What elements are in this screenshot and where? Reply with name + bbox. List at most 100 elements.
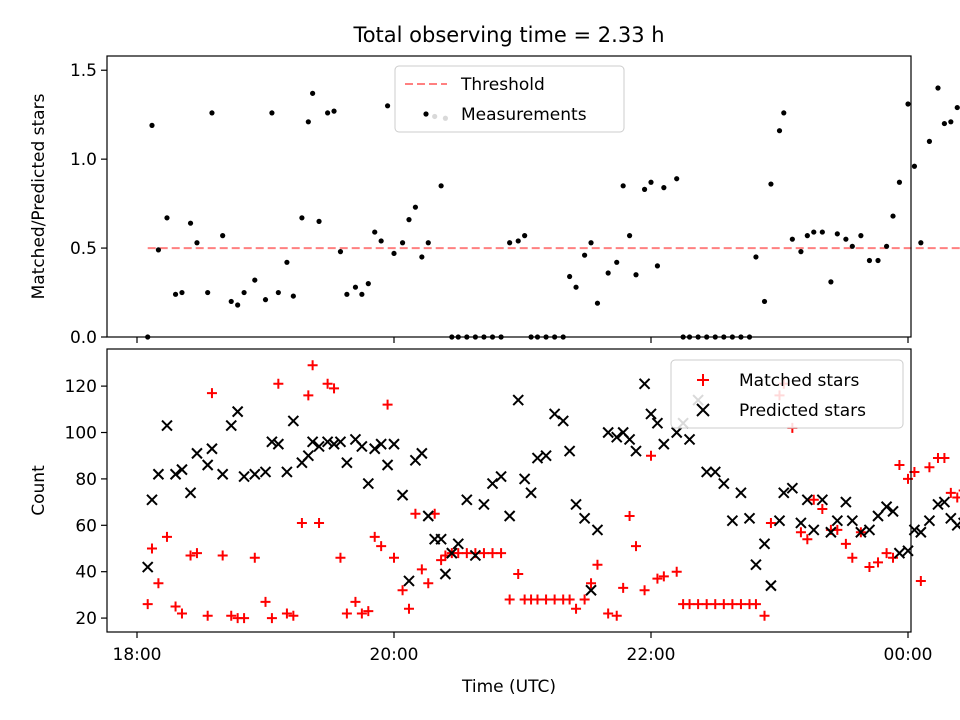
matched-star-point [586, 578, 597, 589]
matched-star-point [453, 548, 464, 559]
matched-star-point [624, 511, 635, 522]
matched-star-point [952, 492, 960, 503]
measurement-point [866, 257, 873, 264]
y-tick-label: 100 [65, 424, 97, 444]
legend-matched-swatch [697, 374, 709, 386]
matched-star-point [487, 548, 498, 559]
predicted-star-point [855, 526, 867, 538]
measurement-point [620, 183, 626, 189]
measurement-point [149, 122, 155, 128]
predicted-star-point [758, 538, 771, 550]
matched-star-point [403, 603, 414, 614]
matched-star-point [341, 608, 352, 619]
predicted-star-point [302, 449, 315, 462]
legend-measurement-swatch [423, 111, 429, 117]
predicted-star-point [623, 433, 636, 446]
y-tick-label: 0.5 [70, 239, 97, 259]
matched-star-point [718, 599, 729, 610]
measurement-point [875, 257, 881, 264]
matched-star-point [571, 603, 582, 614]
legend-box [670, 359, 904, 429]
measurement-point [220, 233, 226, 239]
matched-star-point [226, 610, 237, 621]
matched-star-point [322, 378, 333, 389]
y-tick-label: 120 [65, 377, 97, 397]
matched-star-point [376, 541, 387, 552]
predicted-star-point [201, 459, 214, 471]
predicted-star-point [750, 559, 762, 571]
y-tick-label: 60 [75, 516, 97, 536]
predicted-star-point [718, 477, 730, 490]
matched-star-point [185, 550, 196, 561]
matched-star-point [170, 601, 181, 612]
measurement-point [918, 240, 924, 246]
predicted-star-point [231, 405, 244, 418]
matched-star-point [363, 606, 374, 617]
matched-star-point [840, 538, 851, 549]
matched-star-point [142, 599, 153, 610]
predicted-star-point [795, 517, 807, 529]
measurement-point [438, 183, 444, 189]
x-tick-label: 20:00 [370, 645, 419, 665]
predicted-star-point [388, 438, 400, 450]
measurement-point [284, 259, 290, 265]
matched-star-point [369, 531, 380, 542]
predicted-star-point [422, 510, 434, 522]
predicted-star-point [525, 487, 537, 499]
predicted-star-point [416, 447, 428, 460]
measurement-point [228, 298, 234, 305]
measurement-point [654, 263, 661, 269]
measurement-point [804, 233, 810, 239]
measurement-point [811, 229, 817, 235]
measurement-point [605, 270, 611, 276]
predicted-star-point [216, 468, 229, 480]
matched-star-point [924, 462, 935, 473]
predicted-star-point [765, 579, 777, 592]
matched-star-point [478, 548, 489, 559]
measurement-point [753, 254, 759, 260]
matched-star-point [759, 610, 770, 621]
measurement-point [344, 291, 350, 297]
measurement-point [883, 243, 890, 249]
matched-star-point [945, 487, 956, 498]
predicted-star-point [932, 498, 944, 511]
predicted-star-point [478, 498, 490, 511]
measurement-point [310, 90, 316, 96]
predicted-star-point [700, 466, 713, 478]
predicted-star-point [272, 438, 285, 450]
measurement-point [425, 240, 431, 246]
matched-star-point [416, 564, 427, 575]
measurement-point [378, 238, 384, 244]
measurement-point [325, 110, 331, 116]
measurement-point [828, 279, 834, 285]
matched-star-point [750, 599, 761, 610]
matched-star-point [873, 557, 884, 568]
predicted-star-point [381, 459, 394, 471]
measurement-point [365, 281, 371, 287]
measurement-point [582, 252, 588, 258]
matched-star-point [513, 569, 524, 580]
measurement-point [179, 289, 185, 296]
measurement-point [768, 181, 774, 187]
predicted-star-point [313, 440, 325, 453]
measurement-point [858, 233, 864, 239]
matched-star-point [611, 610, 622, 621]
predicted-star-point [893, 547, 906, 559]
matched-star-point [564, 594, 575, 605]
predicted-star-point [356, 440, 368, 453]
matched-star-point [504, 594, 515, 605]
matched-star-point [881, 548, 892, 559]
measurement-point [761, 298, 768, 305]
matched-star-point [795, 527, 806, 538]
predicted-star-point [396, 489, 409, 501]
y-tick-label: 80 [75, 470, 97, 490]
matched-star-point [888, 552, 899, 563]
matched-star-point [397, 585, 408, 596]
measurement-point [305, 119, 311, 125]
matched-star-point [335, 552, 346, 563]
matched-star-point [461, 548, 472, 559]
matched-star-point [423, 578, 434, 589]
legend-label: Threshold [460, 75, 545, 95]
measurement-point [819, 229, 825, 235]
matched-star-point [671, 566, 682, 577]
